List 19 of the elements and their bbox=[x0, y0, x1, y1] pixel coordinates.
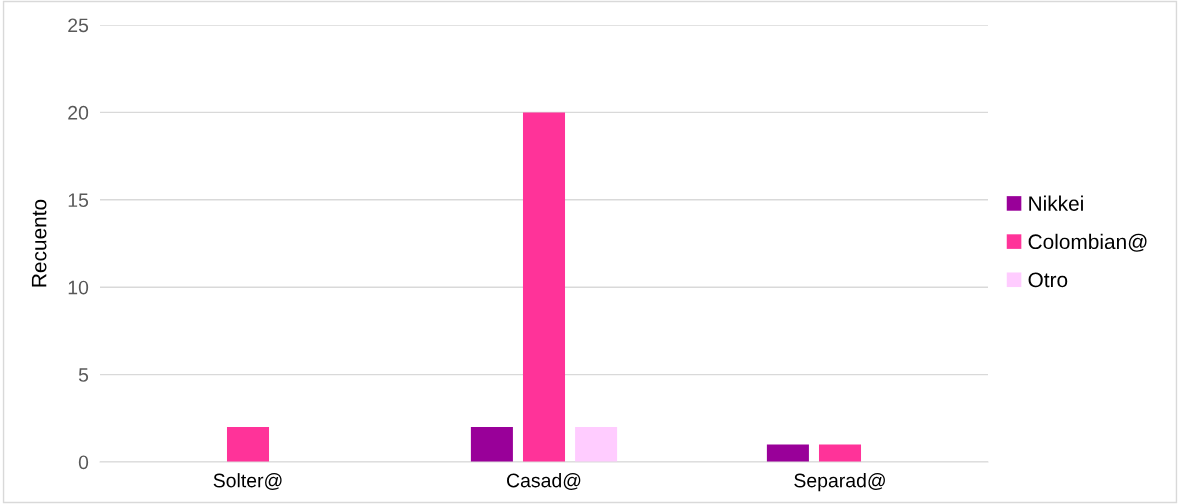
bar bbox=[575, 427, 618, 462]
y-tick-label: 15 bbox=[68, 193, 89, 208]
legend-label: Colombian@ bbox=[1028, 233, 1147, 252]
bar bbox=[470, 427, 513, 462]
x-tick-label: Casad@ bbox=[507, 473, 581, 490]
y-tick-label: 20 bbox=[68, 105, 89, 120]
bar bbox=[766, 444, 809, 462]
bar bbox=[818, 444, 862, 462]
legend-label: Nikkei bbox=[1029, 195, 1083, 211]
y-tick-label: 0 bbox=[78, 455, 89, 470]
legend-label: Otro bbox=[1028, 272, 1068, 288]
y-tick-label: 5 bbox=[78, 368, 89, 382]
y-axis-title: Recuento bbox=[31, 199, 47, 287]
y-tick-label: 25 bbox=[68, 18, 89, 33]
bar bbox=[226, 427, 270, 462]
y-tick-label: 10 bbox=[68, 280, 89, 295]
bar bbox=[522, 112, 566, 462]
x-tick-label: Separad@ bbox=[794, 473, 885, 492]
x-tick-label: Solter@ bbox=[213, 473, 282, 490]
